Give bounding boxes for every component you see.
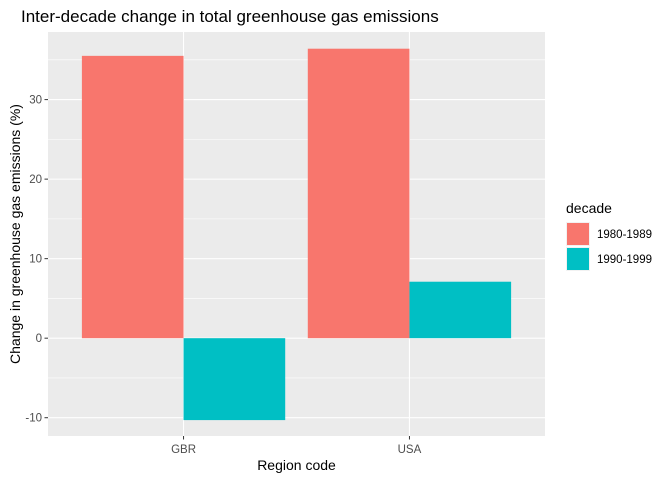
legend-key-swatch bbox=[567, 248, 589, 270]
x-tick-label: GBR bbox=[171, 444, 196, 456]
y-tick-label: 10 bbox=[29, 254, 42, 266]
legend-label: 1980-1989 bbox=[597, 229, 652, 241]
x-axis-title: Region code bbox=[257, 457, 336, 473]
bars bbox=[81, 48, 512, 421]
bar-usa-1980-1989 bbox=[307, 48, 410, 339]
y-tick-label: -10 bbox=[25, 413, 42, 425]
y-axis-ticks: -10 0 10 20 30 bbox=[25, 95, 48, 425]
legend: decade 1980-1989 1990-1999 bbox=[566, 200, 652, 271]
legend-title: decade bbox=[566, 200, 612, 216]
bar-usa-1990-1999 bbox=[409, 281, 512, 339]
y-axis-title: Change in greenhouse gas emissions (%) bbox=[7, 104, 23, 364]
chart-title: Inter-decade change in total greenhouse … bbox=[21, 7, 439, 26]
legend-key-swatch bbox=[567, 223, 589, 245]
y-tick-label: 0 bbox=[36, 333, 42, 345]
y-tick-label: 20 bbox=[29, 174, 42, 186]
y-tick-label: 30 bbox=[29, 95, 42, 107]
bar-gbr-1980-1989 bbox=[81, 55, 184, 339]
bar-gbr-1990-1999 bbox=[183, 338, 286, 421]
x-tick-label: USA bbox=[398, 444, 422, 456]
legend-label: 1990-1999 bbox=[597, 254, 652, 266]
x-axis-ticks: GBR USA bbox=[171, 436, 422, 456]
